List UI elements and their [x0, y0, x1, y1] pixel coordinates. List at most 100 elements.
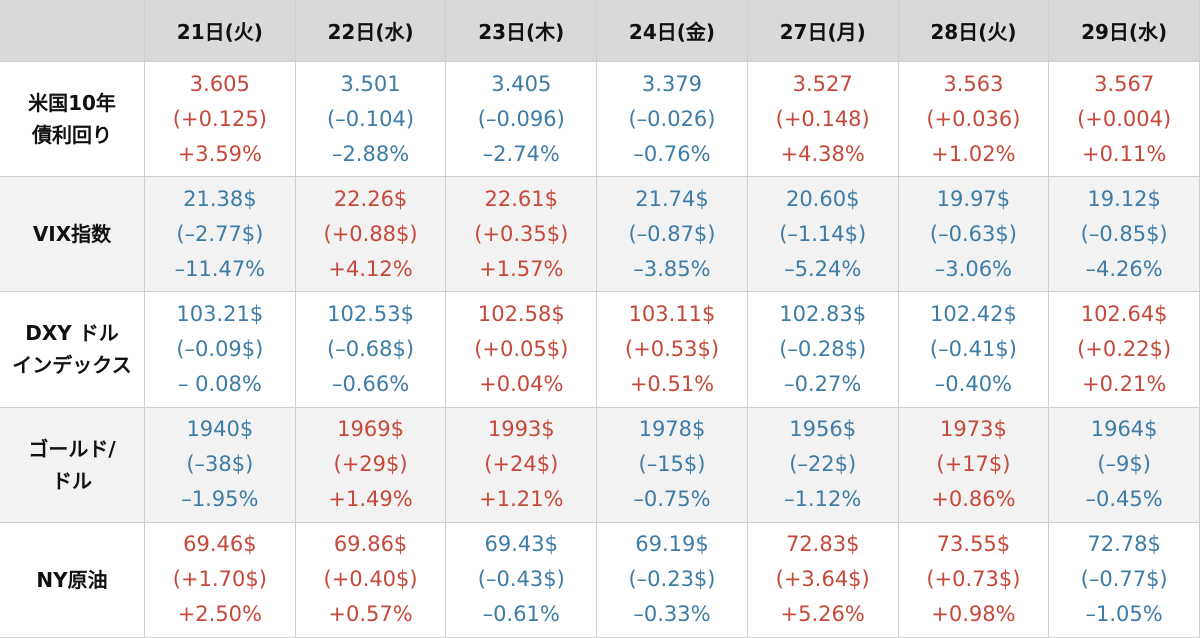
- column-header-text: 29日(水): [1081, 20, 1168, 44]
- value-cell: 19.12$ (–0.85$) –4.26%: [1049, 177, 1200, 293]
- value-text: (–2.77$): [176, 221, 264, 246]
- value-text: 1993$: [487, 417, 555, 442]
- value-text: 19.12$: [1087, 186, 1161, 211]
- value-text: 20.60$: [785, 186, 860, 211]
- value-text: (–38$): [186, 452, 254, 477]
- column-header-text: 23日(木): [478, 20, 565, 44]
- value-text: 73.55$: [936, 532, 1011, 557]
- value-text: (–0.104): [327, 106, 415, 131]
- value-text: (–1.14$): [779, 221, 867, 246]
- value-cell: 1973$ (+17$) +0.86%: [898, 407, 1050, 523]
- value-cell: 21.38$ (–2.77$) –11.47%: [145, 177, 296, 293]
- value-cell: 102.58$ (+0.05$) +0.04%: [446, 292, 598, 408]
- value-text: (+0.40$): [323, 567, 418, 592]
- value-text: (+0.35$): [474, 221, 569, 246]
- value-text: (–0.41$): [929, 336, 1017, 361]
- row-header: ゴールド/ドル: [0, 407, 145, 523]
- row-header-text: VIX指数: [32, 222, 112, 247]
- value-cell: 1978$ (–15$) –0.75%: [597, 407, 748, 523]
- value-text: (–0.68$): [327, 336, 415, 361]
- value-text: +3.59%: [177, 141, 262, 166]
- value-text: 102.64$: [1080, 301, 1168, 326]
- value-cell: 22.61$ (+0.35$) +1.57%: [446, 177, 598, 293]
- value-text: –0.40%: [934, 371, 1013, 396]
- row-header-text: DXY ドル: [25, 321, 119, 346]
- value-text: +0.98%: [931, 602, 1016, 627]
- value-text: (+0.88$): [323, 221, 418, 246]
- value-cell: 1969$ (+29$) +1.49%: [295, 407, 447, 523]
- value-text: 22.61$: [484, 186, 559, 211]
- value-text: (+0.53$): [624, 336, 720, 361]
- value-cell: 3.527 (+0.148) +4.38%: [747, 62, 899, 178]
- value-text: –5.24%: [784, 256, 862, 281]
- value-cell: 73.55$ (+0.73$) +0.98%: [898, 522, 1050, 638]
- value-text: 3.527: [792, 71, 853, 96]
- value-cell: 21.74$ (–0.87$) –3.85%: [597, 177, 748, 293]
- value-text: (+0.125): [172, 106, 267, 131]
- value-text: –2.74%: [482, 141, 560, 166]
- column-header-text: 24日(金): [628, 20, 716, 44]
- value-text: 72.83$: [785, 532, 860, 557]
- column-header-text: 27日(月): [779, 20, 866, 44]
- value-text: –0.76%: [633, 141, 711, 166]
- value-text: 69.86$: [333, 532, 408, 557]
- value-text: 21.74$: [635, 186, 709, 211]
- value-text: +4.38%: [780, 141, 865, 166]
- value-cell: 102.64$ (+0.22$) +0.21%: [1049, 292, 1200, 408]
- row-header-text: ゴールド/: [28, 436, 116, 461]
- value-text: –0.33%: [633, 602, 711, 627]
- value-text: 1964$: [1090, 417, 1158, 442]
- row-header: VIX指数: [0, 177, 145, 293]
- value-text: 1940$: [186, 417, 254, 442]
- value-text: –0.66%: [331, 371, 410, 396]
- value-text: –0.27%: [784, 371, 862, 396]
- value-text: 103.11$: [628, 301, 716, 326]
- value-cell: 20.60$ (–1.14$) –5.24%: [747, 177, 899, 293]
- value-text: (–0.23$): [628, 567, 716, 592]
- value-text: +4.12%: [328, 256, 413, 281]
- value-text: 3.405: [491, 71, 552, 96]
- value-cell: 69.46$ (+1.70$) +2.50%: [145, 522, 296, 638]
- value-text: –4.26%: [1085, 256, 1163, 281]
- value-text: (–15$): [638, 452, 706, 477]
- value-text: 69.46$: [183, 532, 257, 557]
- value-cell: 3.567 (+0.004) +0.11%: [1049, 62, 1200, 178]
- value-cell: 22.26$ (+0.88$) +4.12%: [295, 177, 447, 293]
- value-text: (–0.09$): [176, 336, 264, 361]
- value-text: +1.49%: [328, 487, 413, 512]
- value-cell: 1993$ (+24$) +1.21%: [446, 407, 598, 523]
- value-text: 1978$: [638, 417, 706, 442]
- value-text: 3.605: [189, 71, 250, 96]
- value-text: +5.26%: [780, 602, 865, 627]
- value-text: (+0.22$): [1077, 336, 1172, 361]
- value-text: 69.43$: [484, 532, 559, 557]
- value-cell: 72.83$ (+3.64$) +5.26%: [747, 522, 899, 638]
- value-text: –1.12%: [784, 487, 862, 512]
- row-header-text: NY原油: [36, 567, 108, 592]
- value-text: –0.75%: [633, 487, 711, 512]
- value-cell: 3.563 (+0.036) +1.02%: [898, 62, 1050, 178]
- value-cell: 1940$ (–38$) –1.95%: [145, 407, 296, 523]
- value-cell: 69.86$ (+0.40$) +0.57%: [295, 522, 447, 638]
- value-cell: 72.78$ (–0.77$) –1.05%: [1049, 522, 1200, 638]
- value-text: +0.21%: [1081, 371, 1167, 396]
- value-text: +1.21%: [479, 487, 564, 512]
- value-text: 3.563: [943, 71, 1004, 96]
- row-header-text: 債利回り: [32, 123, 112, 148]
- value-text: –11.47%: [174, 256, 266, 281]
- row-header: 米国10年 債利回り: [0, 62, 145, 178]
- value-cell: 3.605 (+0.125) +3.59%: [145, 62, 296, 178]
- column-header: 22日(水): [295, 0, 447, 62]
- column-header: 28日(火): [898, 0, 1050, 62]
- column-header: 24日(金): [597, 0, 748, 62]
- column-header: 21日(火): [145, 0, 296, 62]
- value-text: +0.51%: [629, 371, 715, 396]
- value-text: –1.95%: [181, 487, 259, 512]
- value-cell: 69.43$ (–0.43$) –0.61%: [446, 522, 598, 638]
- value-text: –1.05%: [1085, 602, 1163, 627]
- value-text: (+0.148): [775, 106, 870, 131]
- value-cell: 103.11$ (+0.53$) +0.51%: [597, 292, 748, 408]
- value-text: 102.42$: [929, 301, 1017, 326]
- value-text: (+17$): [936, 452, 1011, 477]
- column-header: 27日(月): [747, 0, 899, 62]
